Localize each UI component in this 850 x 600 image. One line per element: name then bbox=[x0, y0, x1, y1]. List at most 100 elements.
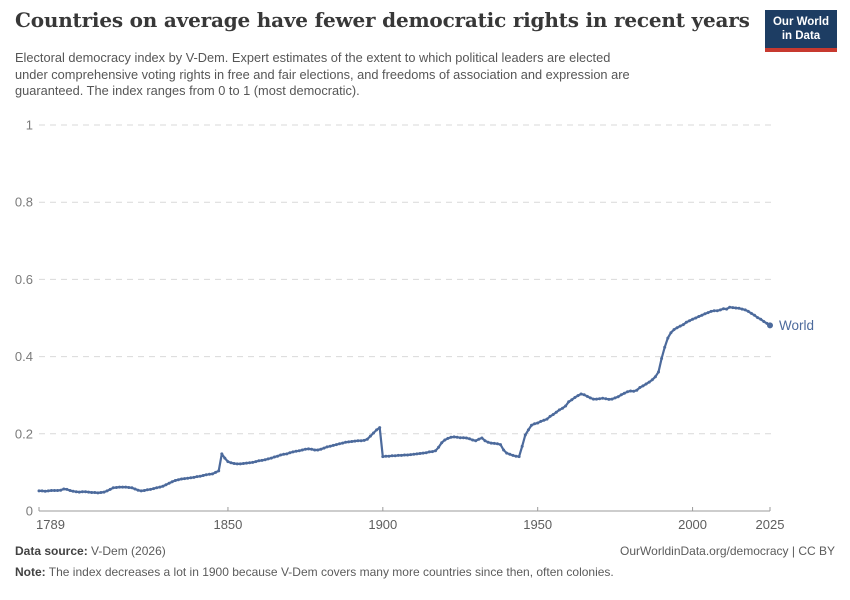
data-point-marker bbox=[167, 481, 171, 485]
data-point-marker bbox=[170, 480, 174, 484]
data-point-marker bbox=[455, 435, 459, 439]
data-point-marker bbox=[121, 485, 125, 489]
y-tick-label: 0.6 bbox=[15, 272, 33, 287]
data-point-marker bbox=[582, 393, 586, 397]
x-tick-label: 1950 bbox=[523, 517, 552, 532]
data-point-marker bbox=[192, 475, 196, 479]
data-point-marker bbox=[74, 490, 78, 494]
data-point-marker bbox=[681, 323, 685, 327]
data-point-marker bbox=[365, 437, 369, 441]
x-tick-label: 1789 bbox=[36, 517, 65, 532]
data-point-marker bbox=[118, 485, 121, 489]
data-point-marker bbox=[437, 445, 441, 449]
data-point-marker bbox=[737, 306, 741, 310]
data-point-marker bbox=[567, 400, 571, 404]
data-point-marker bbox=[235, 462, 239, 466]
data-point-marker bbox=[588, 396, 592, 400]
data-point-marker bbox=[353, 439, 357, 443]
data-point-marker bbox=[272, 455, 276, 459]
data-point-marker bbox=[684, 320, 688, 324]
data-point-marker bbox=[644, 382, 648, 386]
data-point-marker bbox=[672, 328, 676, 332]
data-point-marker bbox=[114, 486, 118, 489]
chart-subtitle: Electoral democracy index by V-Dem. Expe… bbox=[15, 50, 755, 100]
data-point-marker bbox=[728, 305, 732, 309]
data-point-marker bbox=[375, 428, 379, 432]
data-point-marker bbox=[520, 444, 524, 448]
data-point-marker bbox=[399, 453, 403, 457]
owid-logo[interactable]: Our World in Data bbox=[765, 10, 837, 52]
data-point-marker bbox=[368, 434, 372, 438]
data-point-marker bbox=[595, 397, 598, 401]
data-point-marker bbox=[180, 477, 183, 481]
data-point-marker bbox=[452, 435, 456, 439]
data-point-marker bbox=[276, 454, 279, 458]
data-point-marker bbox=[570, 398, 574, 402]
data-point-marker bbox=[703, 312, 707, 316]
data-point-marker bbox=[722, 307, 725, 311]
data-point-marker bbox=[440, 441, 444, 445]
world-series-line[interactable] bbox=[37, 306, 772, 494]
chart-canvas[interactable]: 0 0.2 0.4 0.6 0.8 1 1789 1850 1900 1950 2000 2025 Wo… bbox=[0, 105, 850, 540]
data-point-marker bbox=[139, 489, 143, 493]
data-point-marker bbox=[638, 386, 642, 389]
data-point-marker bbox=[464, 436, 468, 440]
data-point-marker bbox=[598, 397, 602, 401]
data-point-marker bbox=[449, 435, 453, 439]
data-point-marker bbox=[530, 423, 533, 427]
data-point-marker bbox=[694, 316, 698, 320]
data-point-marker bbox=[653, 375, 657, 379]
data-point-marker bbox=[384, 454, 388, 458]
data-point-marker bbox=[551, 413, 555, 416]
data-point-marker bbox=[756, 316, 760, 320]
data-point-marker bbox=[328, 444, 332, 448]
data-point-marker bbox=[136, 488, 140, 492]
data-point-marker bbox=[626, 390, 629, 394]
data-point-marker bbox=[350, 440, 354, 443]
data-point-marker bbox=[734, 306, 738, 310]
data-point-marker bbox=[56, 489, 60, 492]
data-point-marker bbox=[226, 460, 230, 464]
data-point-marker bbox=[263, 458, 267, 462]
data-point-marker bbox=[508, 452, 512, 456]
origin-link[interactable]: OurWorldinData.org/democracy | CC BY bbox=[620, 544, 835, 558]
data-point-marker bbox=[344, 440, 348, 444]
data-point-marker bbox=[378, 426, 382, 430]
data-point-marker bbox=[517, 455, 521, 459]
data-point-marker bbox=[526, 428, 530, 432]
data-point-marker bbox=[291, 450, 295, 454]
data-point-marker bbox=[217, 469, 221, 473]
data-point-marker bbox=[201, 474, 205, 477]
data-point-marker bbox=[725, 307, 729, 311]
data-point-marker bbox=[632, 389, 636, 393]
data-point-marker bbox=[105, 489, 109, 493]
x-tick-label: 2025 bbox=[756, 517, 785, 532]
data-point-marker bbox=[511, 453, 515, 457]
data-point-marker bbox=[46, 489, 50, 493]
data-point-marker bbox=[303, 447, 307, 451]
data-point-marker bbox=[93, 491, 97, 494]
data-point-marker bbox=[238, 462, 242, 466]
data-point-marker bbox=[294, 449, 298, 453]
y-tick-label: 0.2 bbox=[15, 426, 33, 441]
data-point-marker bbox=[548, 414, 552, 418]
note-label: Note: bbox=[15, 565, 46, 579]
data-point-marker bbox=[607, 397, 611, 401]
data-point-marker bbox=[427, 450, 431, 454]
data-point-marker bbox=[198, 474, 202, 478]
subtitle-line: guaranteed. The index ranges from 0 to 1… bbox=[15, 83, 360, 98]
data-point-marker bbox=[663, 345, 667, 349]
data-point-marker bbox=[613, 396, 617, 400]
data-point-marker bbox=[338, 442, 341, 446]
data-point-marker bbox=[514, 454, 518, 458]
series-label-world[interactable]: World bbox=[779, 318, 814, 333]
data-point-marker bbox=[657, 370, 660, 374]
data-point-marker bbox=[347, 440, 351, 444]
data-point-marker bbox=[99, 491, 103, 494]
data-point-marker bbox=[207, 472, 211, 476]
data-point-marker bbox=[415, 452, 419, 456]
data-point-marker bbox=[331, 443, 335, 447]
x-tick-label: 2000 bbox=[678, 517, 707, 532]
data-point-marker bbox=[223, 456, 227, 460]
data-point-marker bbox=[418, 452, 422, 455]
